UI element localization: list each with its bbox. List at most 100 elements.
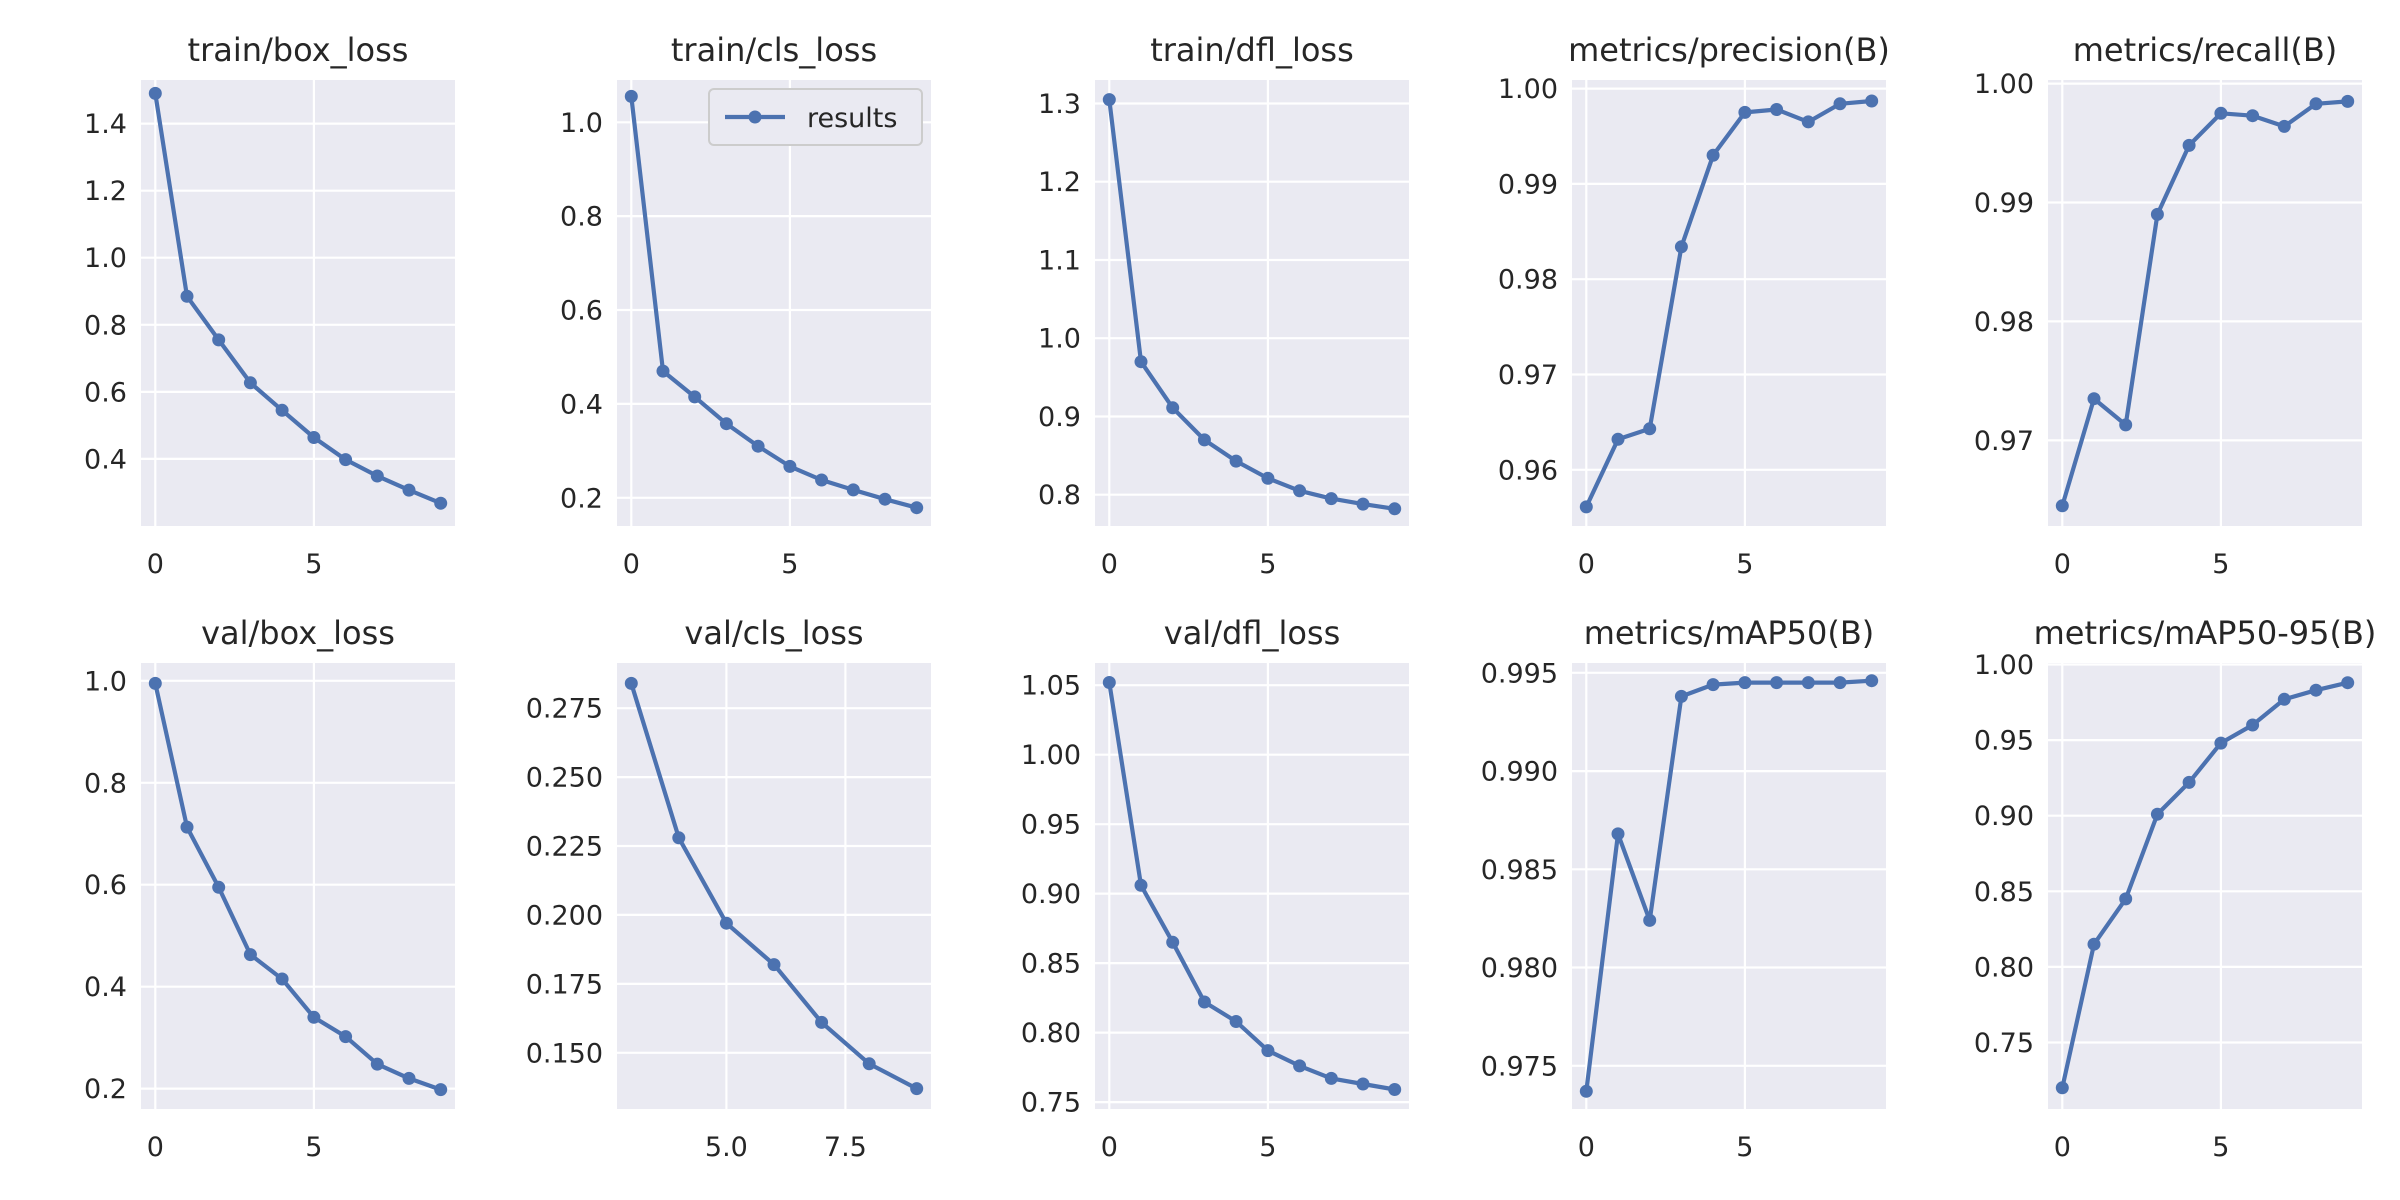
- x-tick-label: 5: [1259, 1132, 1276, 1163]
- data-point: [1197, 995, 1211, 1009]
- series-line: [1584, 98, 1874, 509]
- data-point: [672, 831, 686, 845]
- data-point: [1102, 93, 1116, 107]
- x-tick-label: 5: [305, 1132, 322, 1163]
- data-point: [180, 289, 194, 303]
- y-tick-label: 0.4: [84, 444, 127, 475]
- data-point: [2277, 119, 2291, 133]
- y-tick-label: 0.95: [1974, 726, 2034, 757]
- data-point: [1611, 432, 1625, 446]
- y-tick-label: 0.85: [1974, 877, 2034, 908]
- y-tick-label: 0.150: [526, 1038, 603, 1069]
- y-tick-label: 0.995: [1481, 658, 1558, 689]
- data-point: [1356, 1077, 1370, 1091]
- y-tick-label: 0.985: [1481, 855, 1558, 886]
- data-point: [1134, 878, 1148, 892]
- plot-area: [141, 663, 455, 1109]
- legend-box: [708, 88, 923, 146]
- data-point: [2214, 106, 2228, 120]
- data-point: [275, 403, 289, 417]
- data-point: [2246, 718, 2260, 732]
- y-tick-label: 0.225: [526, 832, 603, 863]
- subplot-train-dfl-loss: train/dfl_loss 0.8 0.9 1.0 1.1 1.2 1.3 0 5: [1038, 31, 1409, 580]
- y-tick-label: 1.3: [1038, 89, 1081, 120]
- data-point: [1738, 676, 1752, 690]
- y-tick-label: 0.97: [1974, 426, 2034, 457]
- data-point: [624, 676, 638, 690]
- y-tick-label: 1.2: [1038, 167, 1081, 198]
- x-tick-label: 0: [1101, 1132, 1118, 1163]
- data-point: [815, 1015, 829, 1029]
- subplot-title: metrics/mAP50-95(B): [2034, 614, 2377, 652]
- y-tick-label: 1.0: [560, 108, 603, 139]
- data-point: [434, 1083, 448, 1097]
- data-point: [2182, 138, 2196, 152]
- y-tick-label: 0.75: [1974, 1028, 2034, 1059]
- y-tick-label: 1.0: [1038, 324, 1081, 355]
- data-point: [1293, 1059, 1307, 1073]
- data-point: [1706, 148, 1720, 162]
- data-point: [1166, 935, 1180, 949]
- data-point: [1579, 1084, 1593, 1098]
- data-point: [243, 948, 257, 962]
- data-point: [751, 439, 765, 453]
- subplot-title: val/cls_loss: [684, 614, 863, 652]
- data-point: [2214, 736, 2228, 750]
- data-point: [1611, 827, 1625, 841]
- data-point: [1261, 471, 1275, 485]
- data-point: [1293, 484, 1307, 498]
- y-tick-label: 0.250: [526, 763, 603, 794]
- data-point: [148, 676, 162, 690]
- data-point: [2150, 207, 2164, 221]
- data-point: [2182, 775, 2196, 789]
- y-tick-label: 1.0: [84, 666, 127, 697]
- data-point: [1833, 97, 1847, 111]
- subplot-train-box-loss: train/box_loss 0.4 0.6 0.8 1.0 1.2 1.4 0 5: [84, 31, 455, 580]
- plot-area: [1095, 80, 1409, 526]
- data-point: [910, 501, 924, 515]
- y-tick-label: 0.96: [1498, 455, 1558, 486]
- x-tick-label: 0: [1578, 1132, 1595, 1163]
- data-point: [148, 86, 162, 100]
- x-tick-label: 0: [1578, 549, 1595, 580]
- y-tick-label: 0.6: [84, 377, 127, 408]
- data-point: [1579, 500, 1593, 514]
- series-line: [153, 91, 443, 506]
- x-tick-label: 0: [2054, 1132, 2071, 1163]
- data-point: [719, 417, 733, 431]
- y-tick-label: 0.2: [84, 1074, 127, 1105]
- x-tick-label: 5: [2212, 1132, 2229, 1163]
- x-tick-label: 7.5: [824, 1132, 867, 1163]
- y-tick-label: 1.05: [1021, 671, 1081, 702]
- subplot-title: val/dfl_loss: [1164, 614, 1341, 652]
- data-point: [339, 453, 353, 467]
- data-point: [180, 820, 194, 834]
- y-tick-label: 0.90: [1974, 801, 2034, 832]
- y-tick-label: 0.275: [526, 694, 603, 725]
- data-point: [846, 483, 860, 497]
- data-point: [1102, 676, 1116, 689]
- data-point: [370, 1057, 384, 1071]
- subplot-metrics-recall: metrics/recall(B) 0.97 0.98 0.99 1.00 0 5: [1974, 31, 2362, 580]
- y-tick-label: 1.00: [1974, 650, 2034, 681]
- plot-area: [2048, 80, 2362, 526]
- y-tick-label: 0.975: [1481, 1051, 1558, 1082]
- x-tick-label: 0: [147, 549, 164, 580]
- data-point: [2277, 692, 2291, 706]
- series-line: [629, 94, 919, 510]
- subplot-title: metrics/recall(B): [2073, 31, 2338, 69]
- data-point: [1356, 497, 1370, 511]
- legend: results: [708, 88, 923, 146]
- data-point: [2055, 1081, 2069, 1095]
- data-point: [275, 972, 289, 986]
- subplot-metrics-precision: metrics/precision(B) 0.96 0.97 0.98 0.99 1.00…: [1498, 31, 1890, 580]
- data-point: [1674, 240, 1688, 254]
- data-point: [370, 469, 384, 483]
- data-point: [2309, 683, 2323, 697]
- y-tick-label: 0.99: [1974, 188, 2034, 219]
- data-point: [212, 333, 226, 347]
- y-tick-label: 0.980: [1481, 953, 1558, 984]
- x-tick-label: 5: [1736, 1132, 1753, 1163]
- x-tick-label: 5: [781, 549, 798, 580]
